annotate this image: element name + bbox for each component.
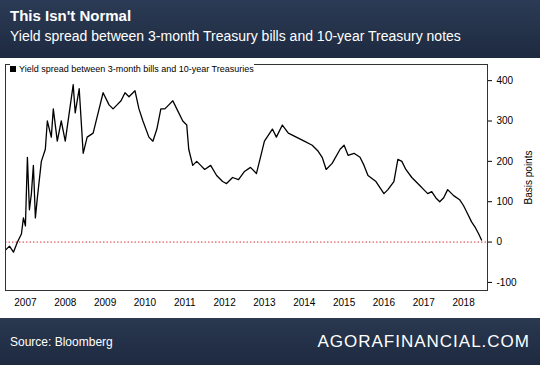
- svg-text:Basis points: Basis points: [523, 151, 534, 205]
- svg-text:2007: 2007: [14, 297, 37, 308]
- svg-text:2013: 2013: [253, 297, 276, 308]
- svg-text:2017: 2017: [413, 297, 436, 308]
- html-text:Source: Bloomberg: Source: Bloomberg: [10, 334, 113, 349]
- html-text:AGORAFINANCIAL.COM: AGORAFINANCIAL.COM: [317, 331, 530, 351]
- svg-text:100: 100: [497, 196, 514, 207]
- svg-text:2009: 2009: [94, 297, 117, 308]
- svg-text:-100: -100: [497, 277, 517, 288]
- svg-text:2015: 2015: [333, 297, 356, 308]
- svg-text:2018: 2018: [452, 297, 475, 308]
- svg-text:2012: 2012: [213, 297, 236, 308]
- svg-text:2016: 2016: [373, 297, 396, 308]
- svg-text:0: 0: [497, 236, 503, 247]
- svg-text:2014: 2014: [293, 297, 316, 308]
- html-text:This Isn't Normal: This Isn't Normal: [10, 7, 132, 24]
- svg-text:400: 400: [497, 75, 514, 86]
- svg-text:2011: 2011: [174, 297, 196, 308]
- svg-text:200: 200: [497, 156, 514, 167]
- svg-text:300: 300: [497, 115, 514, 126]
- html-text:Yield spread between 3-month T: Yield spread between 3-month Treasury bi…: [10, 28, 461, 44]
- html-text:Yield spread between 3-month b: Yield spread between 3-month bills and 1…: [19, 64, 254, 74]
- svg-text:2008: 2008: [54, 297, 77, 308]
- svg-text:2010: 2010: [134, 297, 157, 308]
